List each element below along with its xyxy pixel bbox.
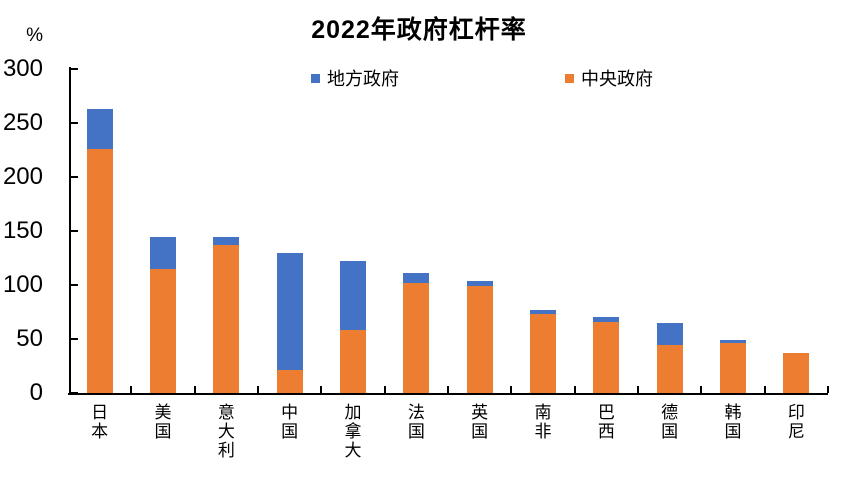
- bar-local-government: [150, 237, 176, 269]
- x-tick: [320, 386, 323, 393]
- category-label: 巴 西: [597, 403, 615, 441]
- bar-local-government: [403, 273, 430, 283]
- x-tick: [827, 386, 829, 393]
- x-tick: [257, 386, 259, 393]
- legend-item-local-government: 地方政府: [311, 68, 399, 89]
- x-tick: [573, 386, 576, 393]
- bar-local-government: [213, 237, 240, 246]
- category-label: 加 拿 大: [344, 403, 362, 460]
- y-tick-label: 250: [2, 109, 43, 136]
- bar-local-government: [466, 280, 493, 287]
- bar-local-government: [86, 108, 113, 149]
- bar-local-government: [340, 261, 366, 331]
- category-label: 英 国: [471, 403, 489, 441]
- x-tick: [383, 386, 386, 393]
- y-tick: [71, 176, 78, 178]
- y-tick-label: 200: [2, 163, 43, 190]
- x-tick: [130, 386, 133, 393]
- category-label: 法 国: [407, 403, 425, 441]
- bar-local-government: [656, 322, 683, 346]
- bar-central-government: [530, 314, 556, 393]
- bar-central-government: [720, 343, 746, 393]
- bar-local-government: [530, 309, 556, 315]
- x-tick: [763, 386, 766, 393]
- bar-local-government: [720, 340, 746, 344]
- category-label: 意 大 利: [217, 403, 235, 460]
- legend: 地方政府 中央政府: [0, 68, 865, 89]
- y-tick: [71, 230, 78, 232]
- y-tick: [71, 122, 78, 124]
- y-tick-label: 300: [2, 55, 43, 82]
- y-tick: [71, 392, 78, 394]
- bar-central-government: [213, 245, 240, 393]
- bar-central-government: [276, 370, 303, 393]
- bar-central-government: [593, 321, 620, 393]
- y-tick-label: 100: [2, 271, 43, 298]
- bar-central-government: [656, 345, 683, 393]
- bar-local-government: [593, 317, 620, 322]
- bar-central-government: [340, 330, 366, 393]
- category-label: 日 本: [91, 403, 109, 441]
- y-tick-label: 150: [2, 217, 43, 244]
- legend-swatch-local-government: [311, 73, 320, 83]
- x-tick: [510, 386, 513, 393]
- category-label: 韩 国: [724, 403, 742, 441]
- y-tick: [71, 284, 78, 286]
- legend-label-central-government: 中央政府: [581, 69, 653, 89]
- legend-item-central-government: 中央政府: [565, 68, 653, 89]
- legend-label-local-government: 地方政府: [327, 69, 399, 89]
- bar-central-government: [150, 268, 176, 393]
- bar-central-government: [403, 282, 430, 393]
- x-tick: [637, 386, 639, 393]
- bar-central-government: [86, 148, 113, 393]
- y-tick-label: 50: [16, 325, 43, 352]
- x-axis-line: [68, 393, 828, 395]
- bar-central-government: [783, 353, 810, 393]
- chart-title: 2022年政府杠杆率: [311, 16, 527, 44]
- category-label: 印 尼: [787, 403, 805, 441]
- y-tick: [71, 68, 78, 70]
- legend-swatch-central-government: [565, 73, 574, 83]
- y-tick: [71, 338, 78, 340]
- category-label: 南 非: [534, 403, 552, 441]
- category-label: 中 国: [281, 403, 299, 441]
- bar-central-government: [466, 286, 493, 393]
- x-tick: [193, 386, 196, 393]
- category-label: 美 国: [154, 403, 172, 441]
- x-tick: [700, 386, 703, 393]
- y-tick-label: 0: [29, 379, 43, 406]
- category-label: 德 国: [661, 403, 679, 441]
- y-axis-line: [69, 67, 71, 395]
- y-axis-unit-label: %: [26, 25, 43, 46]
- x-tick: [447, 386, 449, 393]
- bar-local-government: [276, 252, 303, 371]
